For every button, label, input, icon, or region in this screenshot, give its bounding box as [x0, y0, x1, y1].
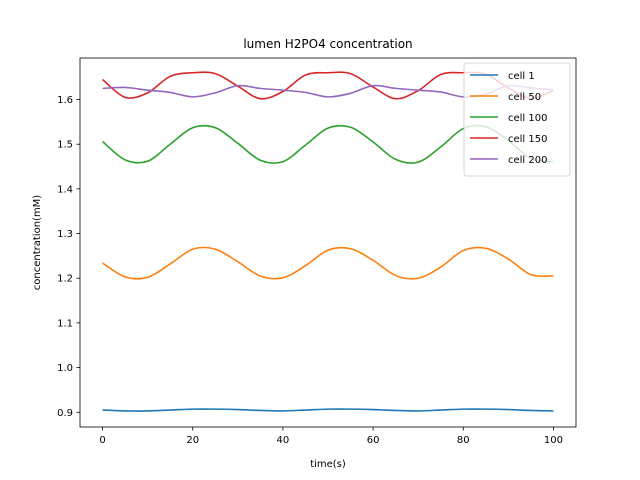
legend-label: cell 150 [508, 134, 547, 145]
x-tick-label: 80 [457, 435, 470, 446]
x-tick-label: 0 [99, 435, 105, 446]
y-tick-label: 1.3 [57, 229, 73, 240]
y-tick-label: 1.1 [57, 318, 73, 329]
legend-label: cell 100 [508, 113, 547, 124]
chart-title: lumen H2PO4 concentration [243, 37, 412, 51]
y-tick-label: 1.5 [57, 140, 73, 151]
y-tick-label: 1.2 [57, 274, 73, 285]
legend-label: cell 200 [508, 155, 547, 166]
y-tick-label: 1.6 [57, 95, 73, 106]
y-tick-label: 1.0 [57, 363, 73, 374]
legend-box [463, 62, 571, 177]
series-line-cell-1 [102, 408, 554, 412]
series-line-cell-50 [102, 246, 554, 280]
legend: cell 1 cell 50 cell 100 cell 150 cell 200 [463, 62, 571, 177]
y-tick-label: 0.9 [57, 408, 73, 419]
y-axis-label: concentration(mM) [32, 195, 43, 291]
x-tick-label: 60 [367, 435, 380, 446]
axes-frame [79, 57, 577, 428]
x-axis-label: time(s) [310, 459, 346, 470]
x-tick-label: 40 [277, 435, 290, 446]
axes: 0 20 40 60 80 100 0.9 1.0 1.1 1.2 1.3 1.4 1.5 1.6 [57, 57, 577, 446]
y-tick-label: 1.4 [57, 184, 73, 195]
x-tick-label: 20 [186, 435, 199, 446]
legend-label: cell 50 [508, 92, 541, 103]
legend-label: cell 1 [508, 71, 535, 82]
x-tick-label: 100 [544, 435, 563, 446]
